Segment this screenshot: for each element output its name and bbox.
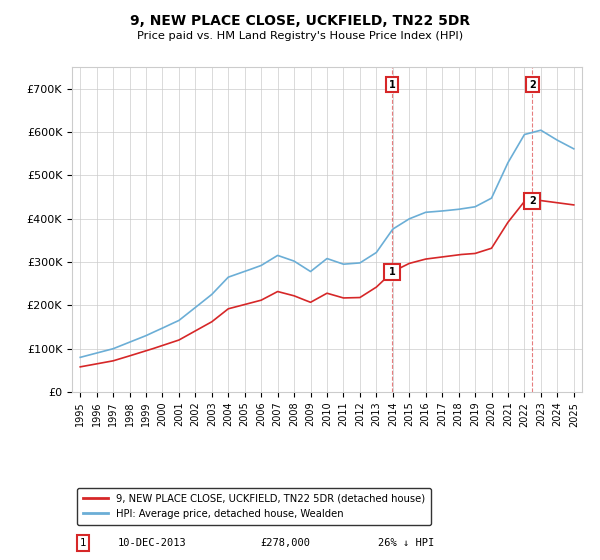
Legend: 9, NEW PLACE CLOSE, UCKFIELD, TN22 5DR (detached house), HPI: Average price, det: 9, NEW PLACE CLOSE, UCKFIELD, TN22 5DR (… — [77, 488, 431, 525]
Text: Price paid vs. HM Land Registry's House Price Index (HPI): Price paid vs. HM Land Registry's House … — [137, 31, 463, 41]
Text: 2: 2 — [529, 80, 536, 90]
Text: 1: 1 — [80, 538, 86, 548]
Text: 2: 2 — [529, 197, 536, 207]
Text: 1: 1 — [388, 267, 395, 277]
Text: 26% ↓ HPI: 26% ↓ HPI — [378, 538, 434, 548]
Text: 10-DEC-2013: 10-DEC-2013 — [118, 538, 187, 548]
Text: 1: 1 — [388, 80, 395, 90]
Text: £278,000: £278,000 — [260, 538, 311, 548]
Text: 9, NEW PLACE CLOSE, UCKFIELD, TN22 5DR: 9, NEW PLACE CLOSE, UCKFIELD, TN22 5DR — [130, 14, 470, 28]
